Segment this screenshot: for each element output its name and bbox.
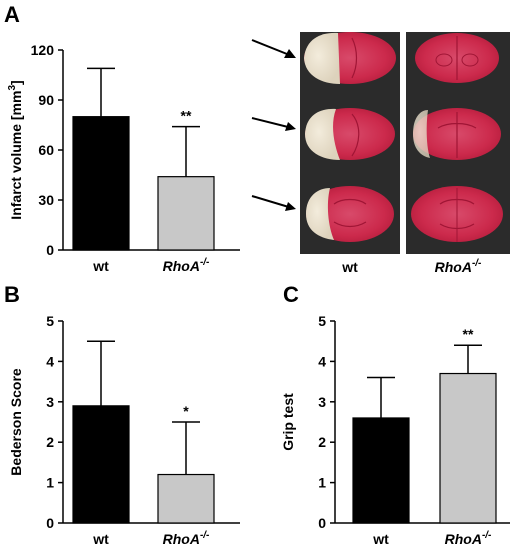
y-tick-label: 2 — [46, 434, 54, 450]
brain-slice-wt-2 — [305, 108, 395, 160]
category-label: wt — [372, 531, 389, 547]
arrow-1 — [251, 39, 296, 58]
y-tick-label: 4 — [318, 353, 326, 369]
brain-slice-rhoa-1 — [415, 33, 499, 83]
panel-letter-c: C — [283, 282, 299, 307]
brain-slice-rhoa-3 — [411, 186, 503, 242]
bar-wt — [72, 405, 130, 524]
chart-b: 0 1 2 3 4 5 Bederson Score wt * RhoA-/- — [8, 313, 240, 547]
panel-letter-b: B — [4, 282, 20, 307]
y-tick-label: 90 — [38, 92, 54, 108]
photo-label-wt: wt — [341, 259, 358, 275]
chart-c: 0 1 2 3 4 5 Grip test wt ** RhoA-/- — [280, 313, 510, 547]
category-label: RhoA-/- — [163, 530, 210, 547]
bar-rhoa — [157, 473, 215, 524]
significance-marker: * — [183, 403, 189, 419]
arrow-2 — [251, 117, 296, 131]
arrow-3 — [251, 195, 296, 211]
significance-marker: ** — [181, 108, 192, 124]
brain-slice-rhoa-2 — [413, 108, 501, 160]
bar-rhoa — [157, 176, 215, 251]
bar-wt — [72, 116, 130, 251]
bar-wt — [352, 417, 410, 524]
chart-a: 0 30 60 90 120 Infarct volume [mm3] wt ** RhoA-/… — [7, 42, 240, 274]
photo-label-rhoa: RhoA-/- — [435, 258, 482, 275]
brain-slice-wt-1 — [304, 32, 396, 84]
category-label: wt — [92, 258, 109, 274]
significance-marker: ** — [463, 326, 474, 342]
y-tick-label: 1 — [46, 475, 54, 491]
y-tick-label: 4 — [46, 353, 54, 369]
brain-slice-wt-3 — [306, 186, 394, 242]
y-tick-label: 0 — [46, 242, 54, 258]
y-tick-label: 3 — [318, 394, 326, 410]
brain-slice-photos: wt RhoA-/- — [251, 32, 510, 275]
y-axis-label: Grip test — [280, 393, 296, 451]
category-label: RhoA-/- — [445, 530, 492, 547]
panel-letter-a: A — [4, 2, 20, 27]
y-tick-label: 30 — [38, 192, 54, 208]
category-label: RhoA-/- — [163, 257, 210, 274]
y-axis-label: Bederson Score — [8, 368, 24, 476]
y-tick-label: 5 — [46, 313, 54, 329]
y-axis-label: Infarct volume [mm3] — [7, 80, 24, 219]
y-tick-label: 0 — [318, 515, 326, 531]
y-tick-label: 5 — [318, 313, 326, 329]
y-tick-label: 1 — [318, 475, 326, 491]
y-tick-label: 120 — [31, 42, 55, 58]
category-label: wt — [92, 531, 109, 547]
y-tick-label: 0 — [46, 515, 54, 531]
bar-rhoa — [439, 372, 497, 524]
y-tick-label: 2 — [318, 434, 326, 450]
y-tick-label: 3 — [46, 394, 54, 410]
y-tick-label: 60 — [38, 142, 54, 158]
